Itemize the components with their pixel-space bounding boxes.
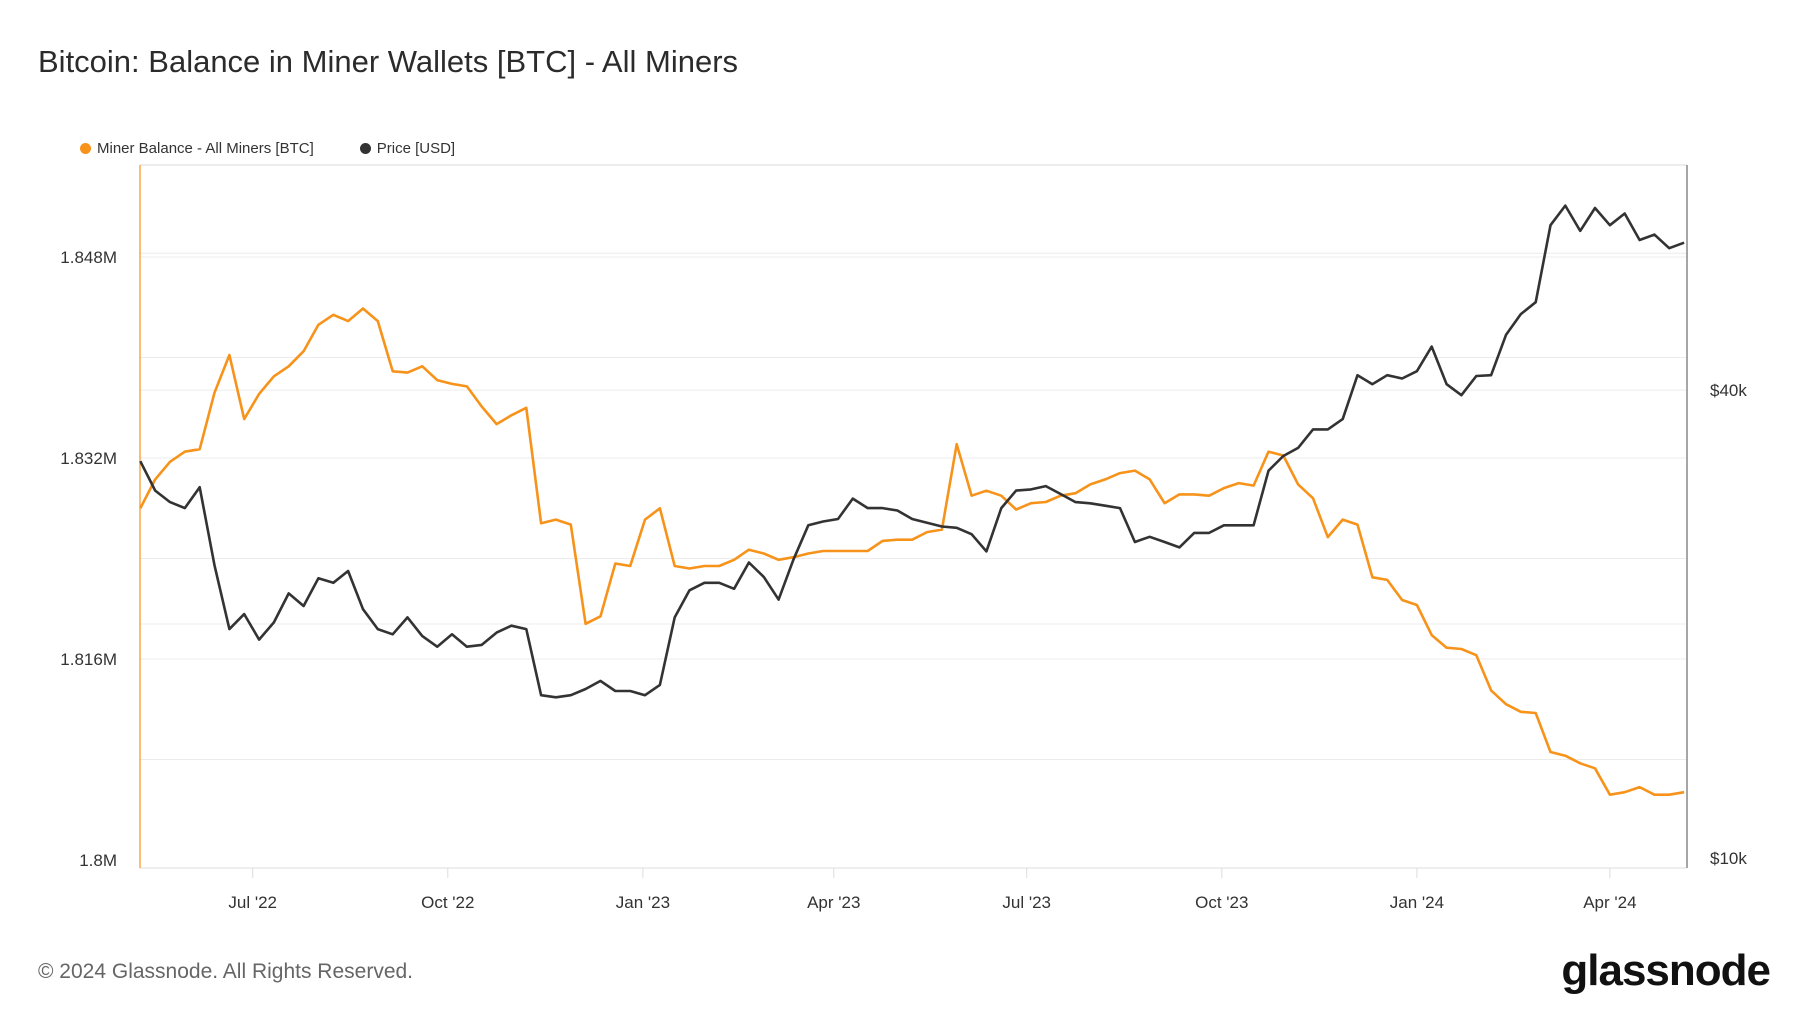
miner-balance-line	[139, 307, 1685, 797]
y-right-tick-label: $10k	[1710, 849, 1747, 868]
legend: Miner Balance - All Miners [BTC] Price […	[80, 140, 455, 157]
y-left-tick-label: 1.832M	[60, 449, 117, 468]
legend-label: Price [USD]	[376, 140, 456, 157]
chart-title: Bitcoin: Balance in Miner Wallets [BTC] …	[38, 44, 739, 79]
y-left-tick-label: 1.816M	[60, 650, 117, 669]
x-tick-label: Apr '23	[807, 893, 860, 912]
x-tick-label: Oct '23	[1195, 893, 1248, 912]
legend-marker-orange-dot-icon	[80, 143, 91, 154]
y-left-tick-label: 1.848M	[60, 248, 117, 267]
copyright-footer: © 2024 Glassnode. All Rights Reserved.	[38, 960, 414, 983]
legend-item-price[interactable]: Price [USD]	[359, 140, 456, 157]
glassnode-logo: glassnode	[1561, 946, 1771, 995]
x-tick-label: Jan '23	[616, 893, 670, 912]
x-tick-label: Jan '24	[1390, 893, 1444, 912]
x-tick-label: Jul '23	[1002, 893, 1051, 912]
legend-item-miner-balance[interactable]: Miner Balance - All Miners [BTC]	[80, 140, 314, 157]
y-left-tick-label: 1.8M	[79, 851, 117, 870]
x-tick-label: Oct '22	[421, 893, 474, 912]
y-right-tick-label: $40k	[1710, 381, 1747, 400]
legend-label: Miner Balance - All Miners [BTC]	[97, 140, 314, 157]
x-tick-label: Apr '24	[1583, 893, 1636, 912]
x-tick-label: Jul '22	[228, 893, 277, 912]
legend-marker-black-dot-icon	[359, 143, 371, 154]
